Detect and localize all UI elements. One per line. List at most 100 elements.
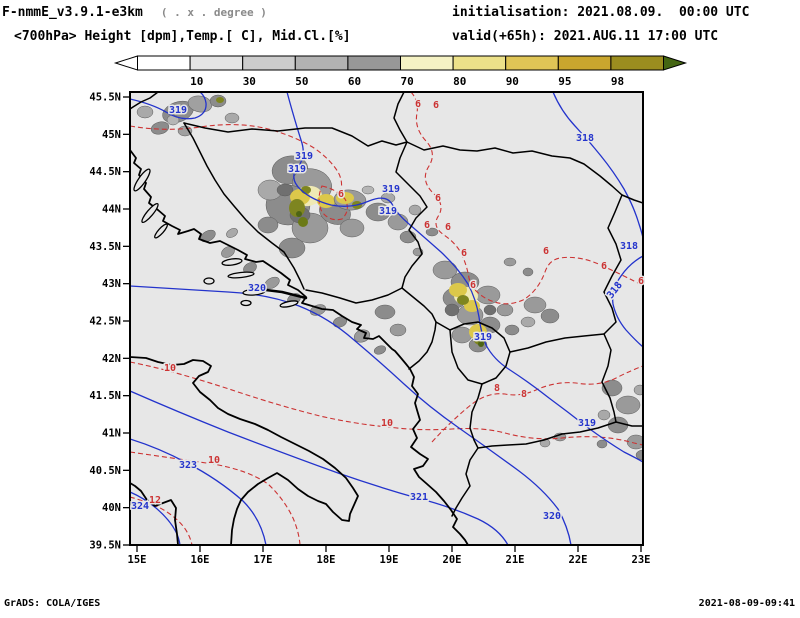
lon-label: 19E <box>380 554 399 566</box>
border-macedonia-bulgaria <box>601 333 617 423</box>
height-contour-label: 319 <box>169 105 187 116</box>
height-contour-321 <box>130 390 509 545</box>
cloud-shading-shape <box>177 125 193 137</box>
height-contours <box>130 92 643 545</box>
colorbar-tick-label: 80 <box>453 75 466 88</box>
valid-time-label: valid(+65h): 2021.AUG.11 17:00 UTC <box>452 29 719 44</box>
colorbar-tick-label: 60 <box>348 75 361 88</box>
cloud-shading-shape <box>361 185 375 195</box>
temp-contour-label: 6 <box>433 100 439 111</box>
lat-label: 45N <box>102 129 121 141</box>
colorbar-tick-label: 30 <box>243 75 256 88</box>
lat-label: 45.5N <box>89 92 121 104</box>
temp-contour-label: 6 <box>435 193 441 204</box>
lat-label: 40N <box>102 502 121 514</box>
cloud-shading-shape <box>374 304 396 320</box>
border-bosnia-west <box>183 122 305 290</box>
colorbar-tick-label: 90 <box>506 75 519 88</box>
temp-contour-label: 6 <box>461 248 467 259</box>
temp-contour-6-west <box>130 124 343 191</box>
cloud-shading-shape <box>496 303 514 317</box>
peljesac-peninsula <box>264 288 308 300</box>
cloud-shading-shape <box>365 202 391 222</box>
border-croatia-serbia <box>393 92 408 143</box>
field-title: <700hPa> Height [dpm],Temp.[ C], Mid.Cl.… <box>14 29 351 44</box>
colorbar-segment <box>505 55 559 71</box>
temp-contour-label: 6 <box>543 246 549 257</box>
cloud-shading-shape <box>276 183 294 197</box>
cloud-shading-shape <box>216 97 224 103</box>
cloud-shading-shape <box>597 409 611 421</box>
adriatic-islands-shape <box>133 168 151 192</box>
temp-contour-6-pocket <box>318 185 348 221</box>
lon-label: 16E <box>191 554 210 566</box>
cloud-shading-shape <box>449 283 467 297</box>
height-contour-label: 323 <box>179 460 197 471</box>
height-contour-label: 318 <box>620 241 638 252</box>
height-contour-label: 319 <box>288 164 306 175</box>
lat-label: 41N <box>102 427 121 439</box>
border-bosnia-north <box>183 122 408 147</box>
cloud-shading-shape <box>483 304 497 316</box>
cloud-shading-shape <box>278 237 306 259</box>
model-title-line: F-nmmE_v3.9.1-e3km ( . x . degree ) <box>2 5 267 20</box>
adriatic-islands-shape <box>279 300 299 308</box>
lat-label: 44N <box>102 203 121 215</box>
temp-contour-label: 6 <box>415 99 421 110</box>
cloud-shading-shape <box>635 449 643 461</box>
height-contour-label: 319 <box>379 206 397 217</box>
height-contour-label: 319 <box>295 151 313 162</box>
temp-contour-label: 6 <box>338 189 344 200</box>
cloud-shading-shape <box>136 105 154 119</box>
cloud-shading-shape <box>520 316 536 328</box>
cloud-shading-shape <box>339 218 365 238</box>
colorbar-tick-label: 50 <box>295 75 308 88</box>
cloud-shading-shape <box>596 439 608 449</box>
colorbar-segment <box>189 55 244 71</box>
italy-adriatic-coastline <box>130 356 359 545</box>
adriatic-islands <box>133 168 299 308</box>
adriatic-islands-shape <box>221 258 243 266</box>
cloud-shading-shape <box>540 308 560 324</box>
colorbar-right-arrow <box>663 55 688 71</box>
contour-labels: 3193183193193193193203183183193193203213… <box>129 98 645 524</box>
temp-contour-label: 12 <box>149 495 161 506</box>
lat-label: 39.5N <box>89 539 121 551</box>
grid-resolution-note: ( . x . degree ) <box>160 6 267 19</box>
cloud-shading <box>136 94 643 461</box>
colorbar-segment <box>242 55 296 71</box>
init-time-label: initialisation: 2021.08.09. 00:00 UTC <box>452 5 750 20</box>
border-greece-bulgaria <box>615 421 643 427</box>
lat-label: 40.5N <box>89 465 121 477</box>
temp-contour-label: 6 <box>424 220 430 231</box>
lat-label: 44.5N <box>89 166 121 178</box>
cloud-shading-shape <box>226 228 238 238</box>
border-bosnia-south <box>305 287 403 304</box>
cloud-shading-shape <box>373 345 387 355</box>
lat-label: 42N <box>102 353 121 365</box>
coastlines <box>130 149 469 545</box>
cloud-shading-shape <box>475 285 501 305</box>
border-montenegro-albania <box>408 321 437 370</box>
model-title: F-nmmE_v3.9.1-e3km <box>2 5 143 20</box>
colorbar: 10 30 50 60 70 80 90 95 98 <box>113 55 688 88</box>
lon-label: 23E <box>632 554 651 566</box>
cloud-shading-shape <box>503 257 517 267</box>
cloud-shading-shape <box>432 260 458 280</box>
colorbar-segment <box>610 55 665 71</box>
lat-label: 43N <box>102 278 121 290</box>
adriatic-islands-shape <box>154 223 168 239</box>
adriatic-islands-shape <box>203 277 215 285</box>
colorbar-segment <box>400 55 454 71</box>
height-contour-319-nw <box>130 92 207 120</box>
height-contour-label: 321 <box>410 492 428 503</box>
axis-labels: 45.5N 45N 44.5N 44N 43.5N 43N 42.5N 42N 41.5N 41N… <box>89 92 650 567</box>
height-contour-323 <box>130 438 267 545</box>
lon-label: 22E <box>569 554 588 566</box>
cloud-shading-shape <box>224 112 240 124</box>
temp-contour-8 <box>431 365 643 443</box>
colorbar-segment <box>557 55 612 71</box>
temp-contour-label: 6 <box>445 222 451 233</box>
